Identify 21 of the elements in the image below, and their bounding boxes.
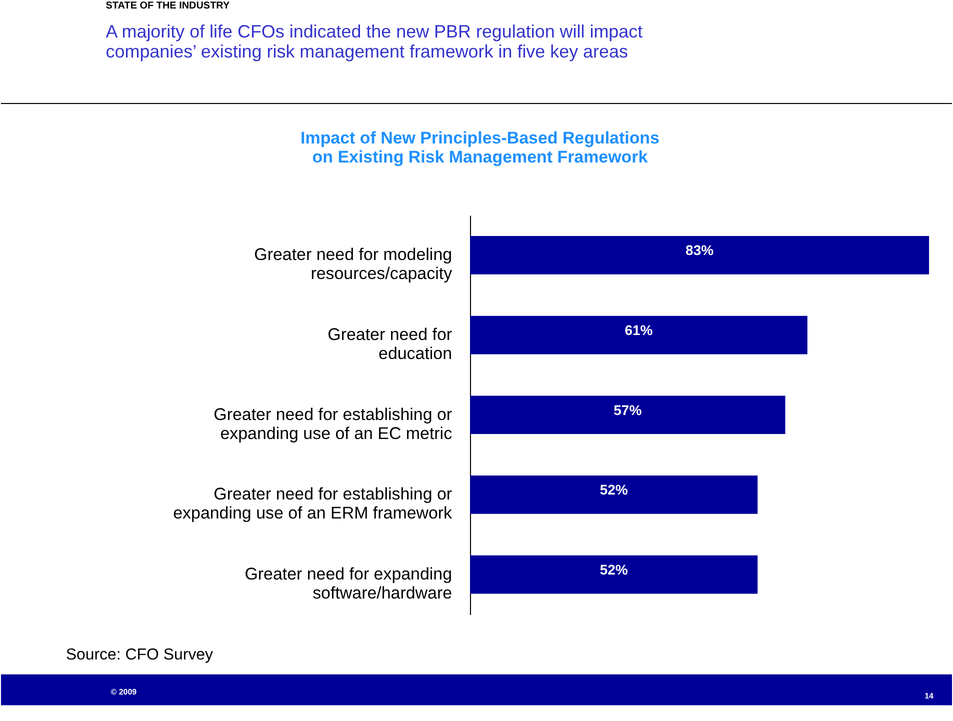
y-tick-label: Greater need for expanding software/hardware (244, 564, 452, 602)
data-label: 52% (600, 562, 628, 578)
bar (470, 476, 758, 514)
data-label: 61% (624, 322, 654, 338)
bar (470, 316, 808, 354)
text: A majority of life CFOs indicated the new PBR regulation will impact companies’ existing risk management framework in five key areas (106, 22, 643, 62)
source-note: Source: CFO Survey (66, 646, 214, 664)
y-tick-label: Greater need for establishing or expanding use of an ERM framework (173, 484, 453, 523)
text: 14 (924, 691, 934, 700)
chart-title: Impact of New Principles-Based Regulations on Existing Risk Management Framework (300, 128, 660, 166)
y-tick-label: Greater need for modeling resources/capacity (254, 245, 453, 284)
bar (470, 555, 758, 594)
data-label: 83% (686, 242, 714, 258)
y-tick-label: Greater need for education (328, 325, 452, 363)
text: STATE OF THE INDUSTRY (106, 0, 230, 12)
data-label: 52% (600, 482, 628, 498)
bar (470, 236, 930, 274)
bar (470, 396, 786, 434)
data-label: 57% (614, 402, 642, 418)
y-tick-label: Greater need for establishing or expanding use of an EC metric (214, 404, 453, 443)
text: © 2009 (110, 687, 138, 696)
